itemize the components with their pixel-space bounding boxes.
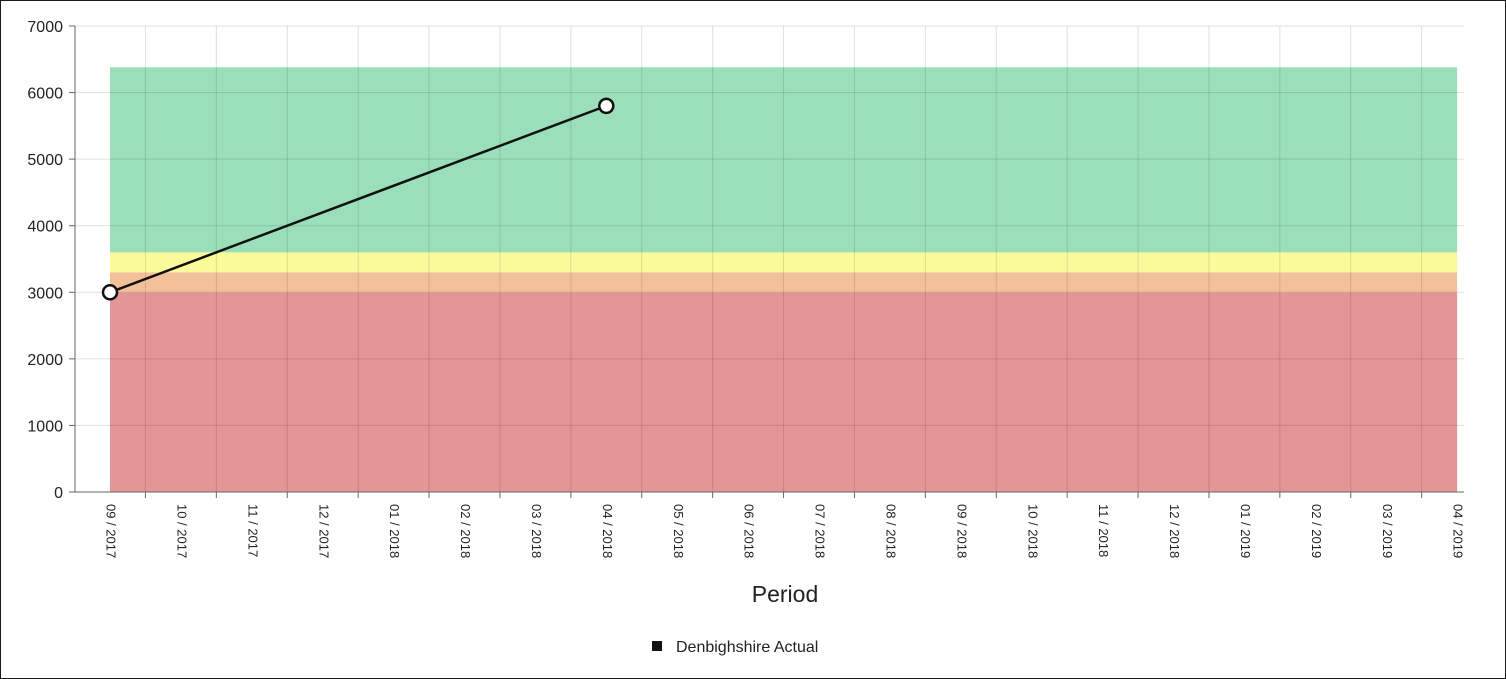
band-yellow — [110, 252, 1458, 273]
band-red — [110, 292, 1458, 492]
x-tick-label: 12 / 2018 — [1167, 504, 1182, 558]
x-axis-title: Period — [752, 581, 818, 607]
x-tick-label: 08 / 2018 — [883, 504, 898, 558]
axes — [74, 26, 1464, 493]
x-tick-label: 02 / 2018 — [458, 504, 473, 558]
x-tick-label: 03 / 2019 — [1380, 504, 1395, 558]
y-tick-label: 3000 — [27, 285, 63, 302]
series — [101, 97, 615, 301]
legend-label: Denbighshire Actual — [676, 639, 818, 656]
y-axis-ticks: 0 1000 2000 3000 4000 5000 6000 7000 — [27, 19, 75, 502]
x-tick-label: 01 / 2019 — [1238, 504, 1253, 558]
y-tick-label: 6000 — [27, 86, 63, 103]
x-tick-label: 06 / 2018 — [742, 504, 757, 558]
x-tick-label: 10 / 2017 — [174, 504, 189, 558]
x-tick-label: 12 / 2017 — [316, 504, 331, 558]
x-tick-label: 02 / 2019 — [1309, 504, 1324, 558]
band-amber — [110, 272, 1458, 293]
series-line — [109, 104, 607, 294]
legend-swatch — [652, 641, 662, 651]
threshold-bands — [110, 67, 1458, 492]
data-point[interactable] — [598, 97, 615, 115]
y-tick-label: 4000 — [27, 219, 63, 236]
x-tick-label: 07 / 2018 — [813, 504, 828, 558]
y-tick-label: 5000 — [27, 152, 63, 169]
x-tick-label: 09 / 2017 — [104, 504, 119, 558]
x-tick-label: 11 / 2018 — [1096, 504, 1111, 557]
data-point[interactable] — [101, 284, 119, 301]
x-tick-label: 04 / 2018 — [600, 504, 615, 558]
x-tick-label: 01 / 2018 — [387, 504, 402, 558]
y-tick-label: 7000 — [27, 19, 63, 36]
x-tick-label: 10 / 2018 — [1025, 504, 1040, 558]
y-tick-label: 1000 — [27, 418, 63, 435]
y-tick-label: 0 — [54, 485, 63, 502]
band-green — [110, 67, 1458, 253]
x-tick-label: 11 / 2017 — [245, 504, 260, 557]
legend[interactable]: Denbighshire Actual — [652, 639, 818, 656]
x-tick-label: 09 / 2018 — [954, 504, 969, 558]
x-tick-label: 03 / 2018 — [529, 504, 544, 558]
x-tick-label: 05 / 2018 — [671, 504, 686, 558]
y-tick-label: 2000 — [27, 352, 63, 369]
x-axis-ticks: 09 / 2017 10 / 2017 11 / 2017 12 / 2017 01 /… — [104, 492, 1466, 558]
x-tick-label: 04 / 2019 — [1451, 504, 1466, 558]
